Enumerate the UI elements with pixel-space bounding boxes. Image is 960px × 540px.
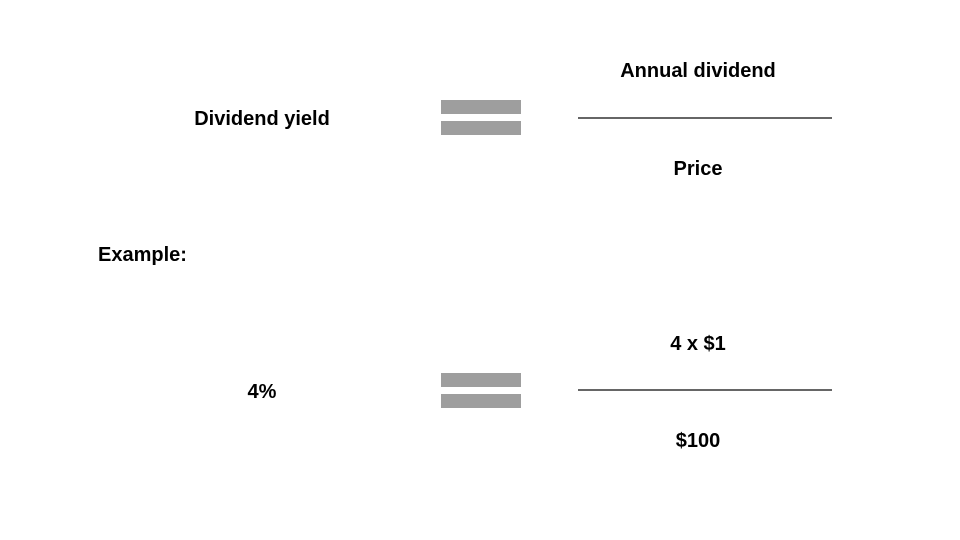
example-fraction-bar [578, 389, 832, 391]
formula-denominator: Price [673, 158, 723, 180]
formula-fraction-bar [578, 117, 832, 119]
example-left-value: 4% [247, 381, 277, 403]
equals-bar-bottom [441, 121, 521, 135]
equals-bar-bottom [441, 394, 521, 408]
example-denominator: $100 [675, 430, 721, 452]
equals-bar-top [441, 100, 521, 114]
example-numerator: 4 x $1 [670, 333, 726, 355]
formula-numerator: Annual dividend [620, 60, 776, 82]
equals-bar-top [441, 373, 521, 387]
formula-left-label: Dividend yield [194, 108, 330, 130]
example-heading: Example: [98, 244, 187, 266]
